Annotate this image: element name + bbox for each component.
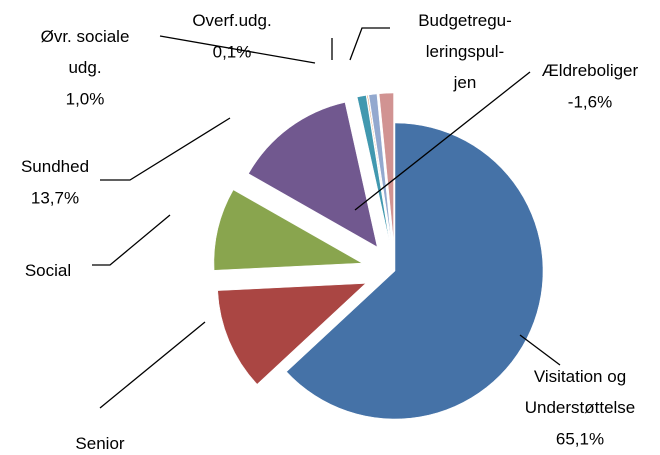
category-label: Visitation og Understøttelse [525,367,636,417]
value-label: 0,1% [213,42,252,61]
pie-slice [217,283,367,385]
pie-slice [378,92,394,242]
category-label: Øvr. sociale udg. [41,27,130,77]
value-label: 13,7% [31,188,79,207]
leader-line [92,214,171,266]
value-label: 1,0% [66,89,105,108]
pie-slice [286,122,544,420]
category-label: Sundhed [21,157,89,176]
leader-line [519,334,561,366]
value-label: -1,6% [568,92,612,111]
leader-line [100,117,231,181]
pie-slice [368,93,392,242]
pie-slice [366,94,391,242]
category-label: Overf.udg. [192,11,271,30]
leader-line [354,71,531,211]
pie-slice [356,95,390,242]
category-label: Social [25,261,71,280]
leader-line [349,27,390,61]
value-label: 65,1% [556,429,604,448]
category-label: Ældreboliger [542,61,639,80]
category-label: Budgetregu-leringspul-jen [418,11,512,92]
pie-slice [213,189,363,271]
category-label: Senior [75,434,124,453]
pie-slice [248,102,378,248]
leader-line [99,321,206,409]
leader-line [159,35,316,64]
